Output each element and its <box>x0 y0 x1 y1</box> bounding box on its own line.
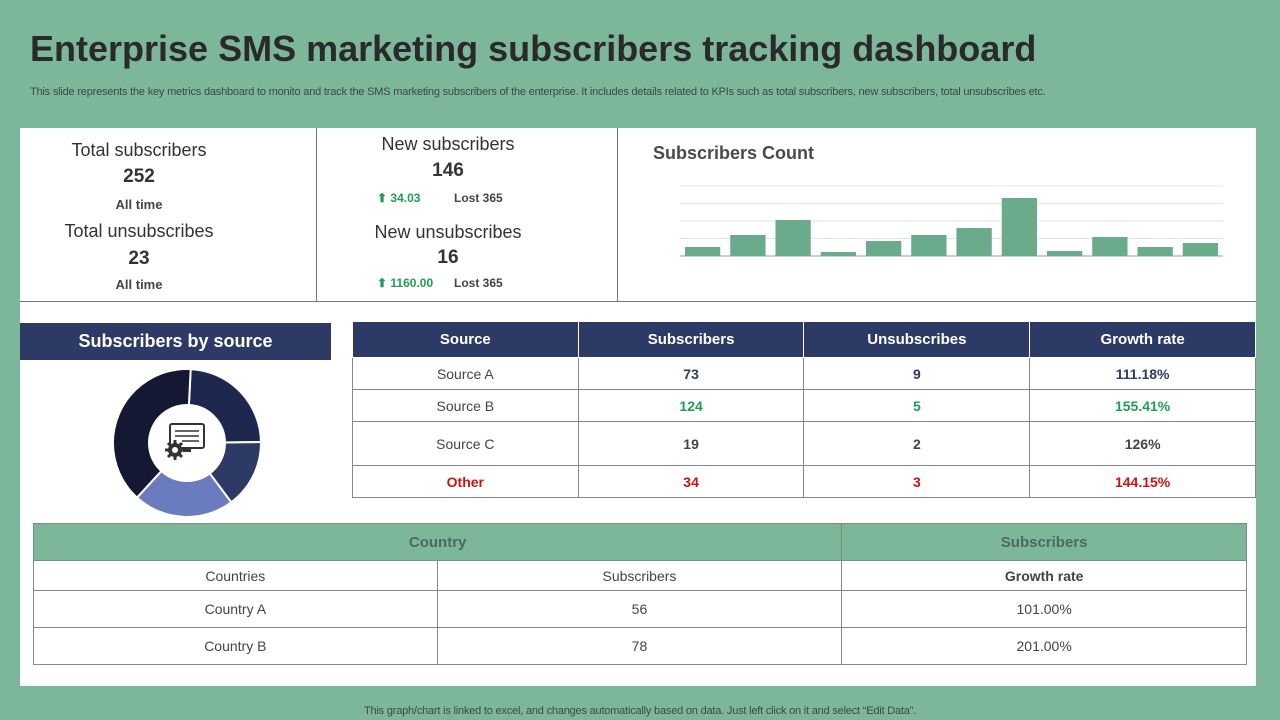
monitor-gear-icon <box>165 423 205 460</box>
new-subscribers-change: ⬆ 34.03 <box>377 191 421 205</box>
table-row: Source C 19 2 126% <box>352 421 1256 466</box>
bar <box>956 228 992 256</box>
total-subscribers-value: 252 <box>123 166 155 187</box>
table-cell: Source A <box>352 357 579 390</box>
table-cell: 19 <box>577 421 805 466</box>
total-unsubscribes-value: 23 <box>128 248 150 269</box>
table-cell: Source B <box>352 389 579 422</box>
arrow-up-icon: ⬆ <box>377 191 388 205</box>
table-cell: 126% <box>1029 421 1256 466</box>
column-group-header: Country <box>32 523 843 561</box>
column-header: Source <box>352 321 579 358</box>
column-header: Unsubscribes <box>803 321 1031 358</box>
column-group-header: Subscribers <box>841 523 1247 561</box>
table-cell: 5 <box>803 389 1031 422</box>
chart-title: Subscribers Count <box>653 143 815 163</box>
footer-note: This graph/chart is linked to excel, and… <box>364 705 916 717</box>
table-cell: Source C <box>352 421 579 466</box>
bar <box>820 252 857 256</box>
bar <box>1182 243 1219 256</box>
total-unsubscribes-label: Total unsubscribes <box>64 221 214 241</box>
page-subtitle: This slide represents the key metrics da… <box>30 86 1046 98</box>
table-cell: Growth rate <box>841 560 1247 591</box>
table-cell: 124 <box>577 389 805 422</box>
table-row: Country A 56 101.00% <box>33 590 1247 628</box>
kpi-divider <box>617 128 618 302</box>
bar <box>730 235 766 256</box>
table-cell: 78 <box>436 627 843 665</box>
bar <box>1001 198 1038 256</box>
source-section-header: Subscribers by source <box>20 323 331 360</box>
table-cell: 2 <box>803 421 1031 466</box>
bar <box>1137 247 1173 256</box>
new-unsubscribes-change: ⬆ 1160.00 <box>377 276 434 290</box>
column-header: Subscribers <box>577 321 805 358</box>
new-unsubscribes-label: New unsubscribes <box>374 222 522 242</box>
arrow-up-icon: ⬆ <box>377 276 388 290</box>
table-cell: Country A <box>33 590 438 628</box>
dashboard-panel: Total subscribers 252 All time Total uns… <box>20 128 1256 686</box>
column-header: Growth rate <box>1029 321 1256 358</box>
table-cell: 155.41% <box>1029 389 1256 422</box>
table-cell: 73 <box>577 357 805 390</box>
bar <box>865 241 902 256</box>
table-cell: Subscribers <box>436 560 843 591</box>
table-row: Source B 124 5 155.41% <box>352 389 1256 422</box>
table-cell: Countries <box>33 560 438 591</box>
total-unsubscribes-period: All time <box>115 277 163 292</box>
new-unsubscribes-lost: Lost 365 <box>454 276 503 290</box>
subscribers-count-chart <box>680 185 1223 257</box>
table-cell: 9 <box>803 357 1031 390</box>
table-cell: 3 <box>803 465 1031 498</box>
table-subheader-row: Countries Subscribers Growth rate <box>33 560 1247 591</box>
source-table: Source Subscribers Unsubscribes Growth r… <box>352 321 1256 498</box>
table-header-row: Country Subscribers <box>32 523 1247 561</box>
total-subscribers-label: Total subscribers <box>71 140 207 160</box>
table-header-row: Source Subscribers Unsubscribes Growth r… <box>352 321 1256 358</box>
bar <box>1092 237 1128 256</box>
new-subscribers-lost: Lost 365 <box>454 191 503 205</box>
donut-slice <box>112 368 192 500</box>
table-cell: 144.15% <box>1029 465 1256 498</box>
new-unsubscribes-value: 16 <box>437 247 459 268</box>
table-row: Other 34 3 144.15% <box>352 465 1256 498</box>
bar <box>1046 251 1083 256</box>
bar <box>775 220 811 256</box>
kpi-divider <box>20 301 1256 302</box>
bar <box>684 247 721 256</box>
table-cell: Other <box>352 465 579 498</box>
bar <box>911 235 947 256</box>
table-cell: 111.18% <box>1029 357 1256 390</box>
table-cell: 101.00% <box>841 590 1247 628</box>
country-table: Country Subscribers Countries Subscriber… <box>32 523 1247 665</box>
table-cell: Country B <box>33 627 438 665</box>
table-cell: 34 <box>577 465 805 498</box>
table-cell: 56 <box>436 590 843 628</box>
page-title: Enterprise SMS marketing subscribers tra… <box>30 28 1037 69</box>
table-row: Source A 73 9 111.18% <box>352 357 1256 390</box>
new-subscribers-value: 146 <box>432 160 464 181</box>
table-row: Country B 78 201.00% <box>33 627 1247 665</box>
subscribers-by-source-donut <box>112 368 262 518</box>
new-subscribers-label: New subscribers <box>381 134 515 154</box>
total-subscribers-period: All time <box>115 197 163 212</box>
kpi-divider <box>316 128 317 302</box>
table-cell: 201.00% <box>841 627 1247 665</box>
